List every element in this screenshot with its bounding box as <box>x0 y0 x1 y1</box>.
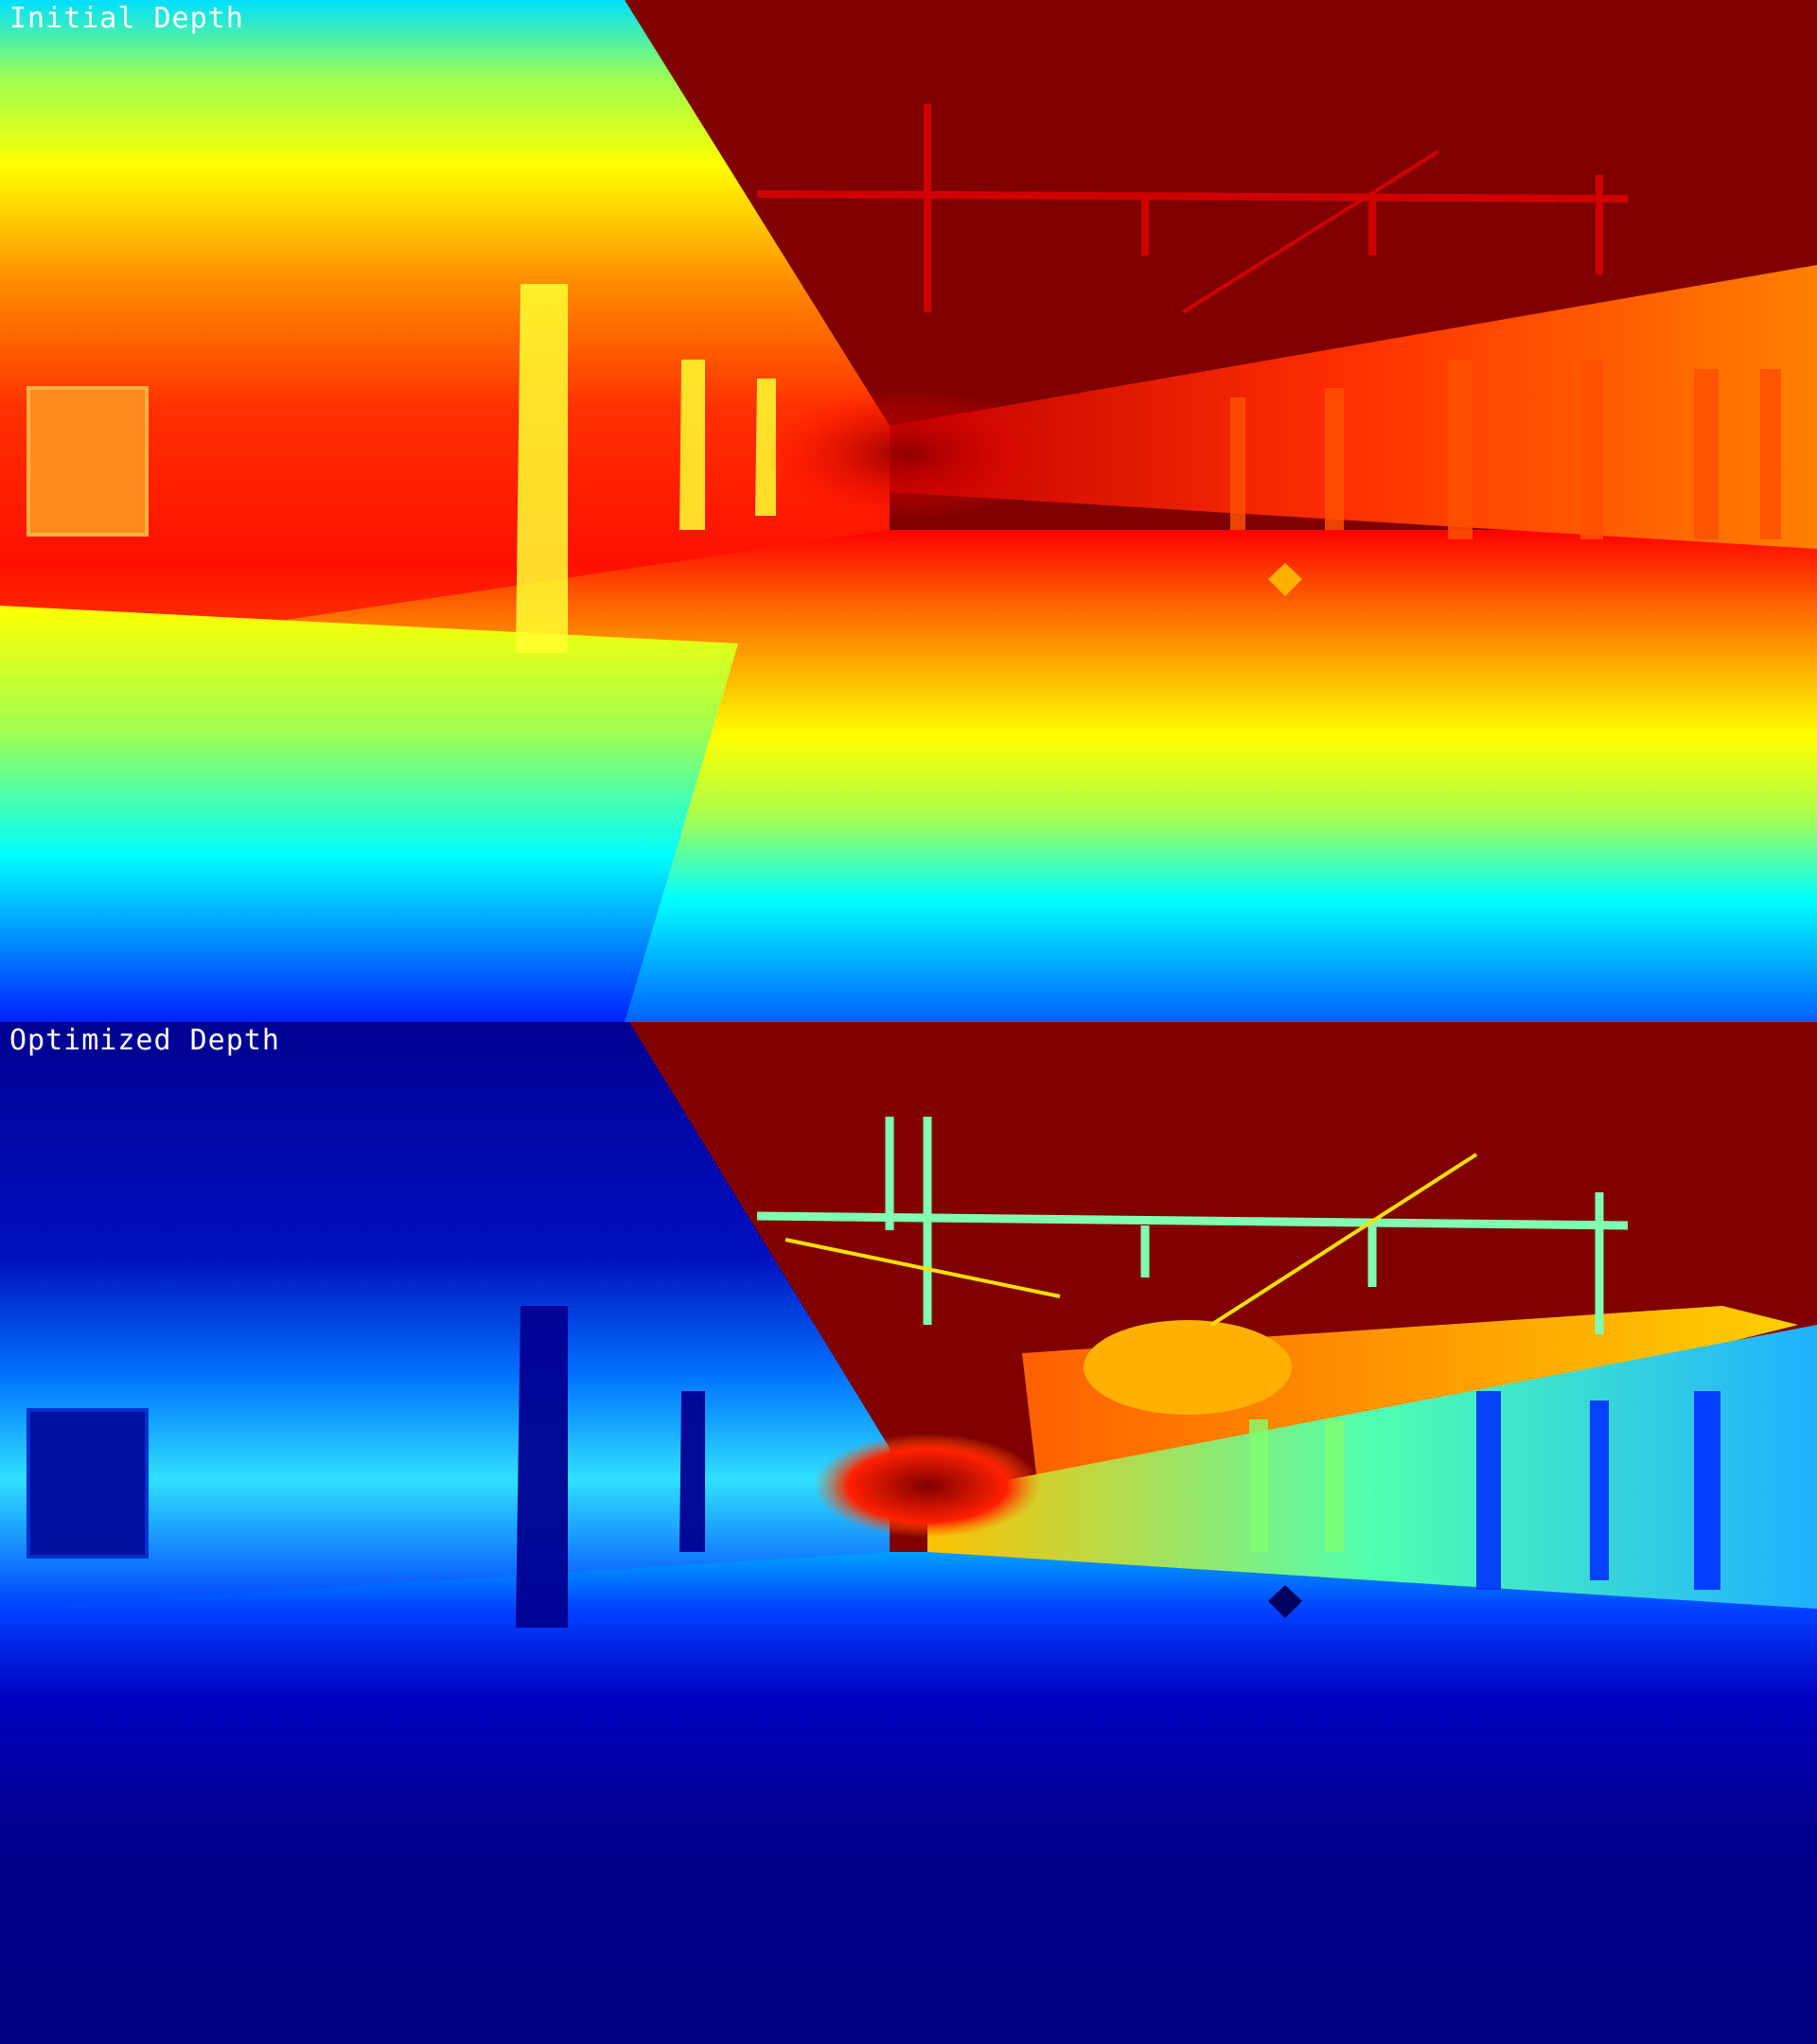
optimized-depth-panel: Optimized Depth <box>0 1022 1817 2044</box>
initial-depth-map <box>0 0 1817 1022</box>
initial-depth-label: Initial Depth <box>9 2 244 35</box>
optimized-depth-map <box>0 1022 1817 2044</box>
initial-depth-panel: Initial Depth <box>0 0 1817 1022</box>
optimized-depth-label: Optimized Depth <box>9 1024 280 1057</box>
